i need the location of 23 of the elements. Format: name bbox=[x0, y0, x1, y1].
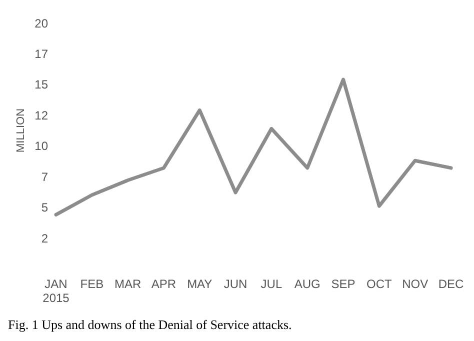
x-tick-label: JUN bbox=[224, 277, 248, 291]
x-tick-label: OCT bbox=[366, 277, 393, 291]
caption: Fig. 1 Ups and downs of the Denial of Service attacks. bbox=[8, 317, 293, 333]
y-axis-title: MILLION bbox=[14, 108, 27, 153]
x-tick-label: AUG bbox=[294, 277, 320, 291]
x-tick-label: JAN 2015 bbox=[42, 277, 70, 305]
x-tick-label: APR bbox=[151, 277, 176, 291]
x-tick-label: JUL bbox=[260, 277, 282, 291]
x-tick-label: NOV bbox=[402, 277, 428, 291]
y-tick-label: 7 bbox=[41, 170, 48, 184]
y-tick-label: 10 bbox=[34, 139, 48, 154]
y-tick-label: 5 bbox=[41, 200, 48, 215]
x-tick-label: MAR bbox=[114, 277, 142, 291]
y-tick-label: 15 bbox=[34, 78, 48, 92]
x-tick-label: DEC bbox=[438, 277, 464, 291]
y-tick-label: 12 bbox=[34, 108, 48, 122]
x-tick-label: MAY bbox=[187, 277, 212, 291]
y-tick-label: 20 bbox=[34, 16, 48, 30]
line-series bbox=[54, 78, 453, 216]
y-tick-label: 2 bbox=[41, 231, 48, 246]
y-tick-label: 17 bbox=[34, 46, 48, 61]
x-tick-label: SEP bbox=[331, 277, 356, 291]
x-tick-label: FEB bbox=[80, 277, 104, 291]
